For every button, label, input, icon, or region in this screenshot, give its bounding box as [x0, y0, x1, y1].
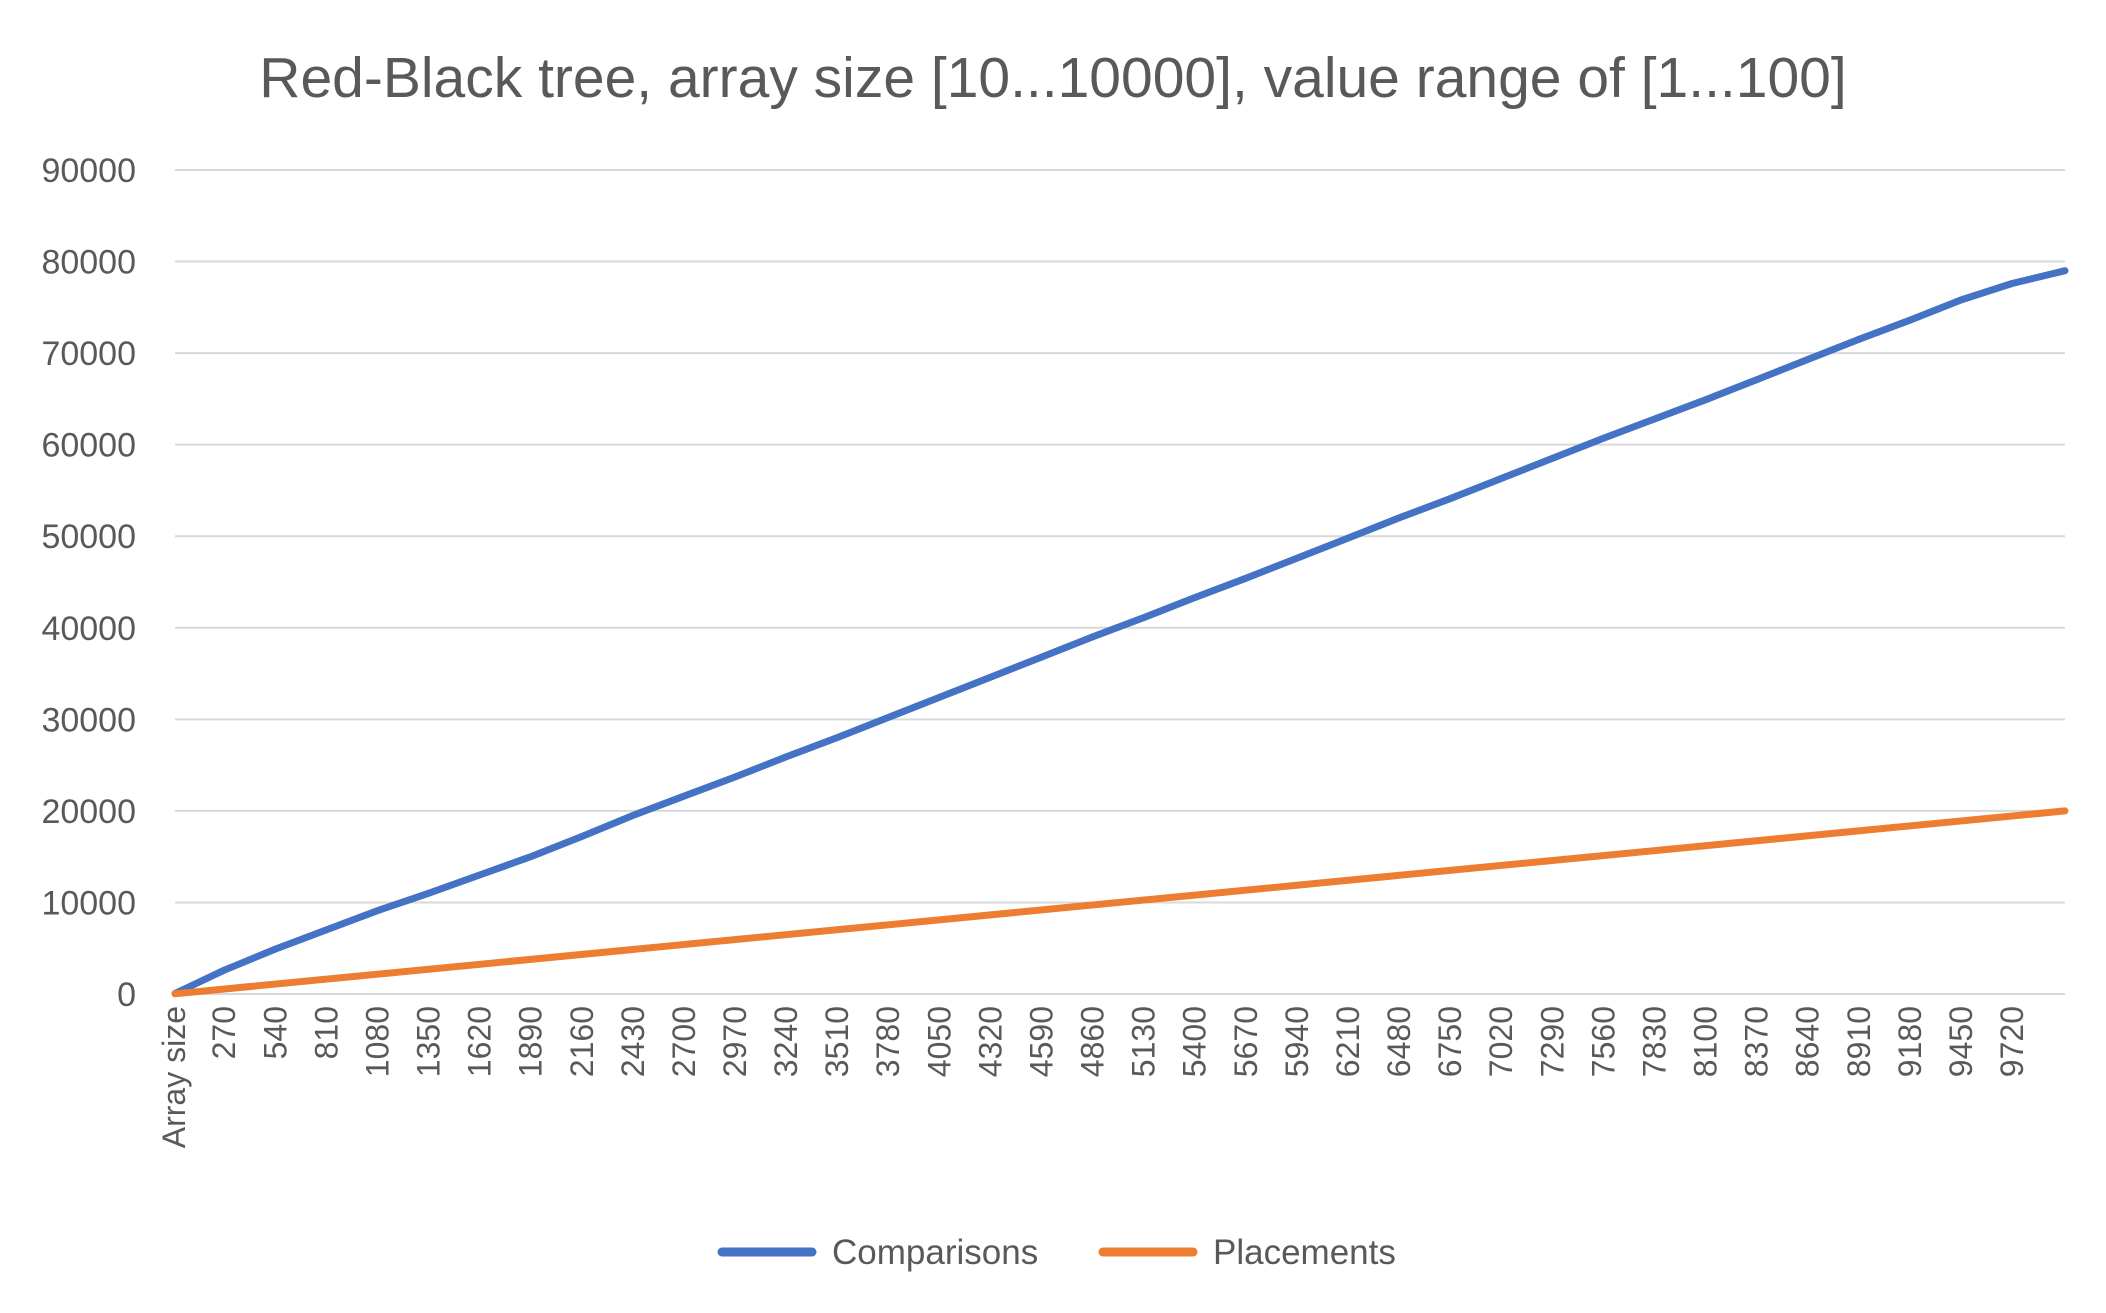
x-tick-label: 2700 — [666, 1006, 702, 1077]
x-tick-label: 7560 — [1585, 1006, 1621, 1077]
x-tick-label: 1350 — [411, 1006, 447, 1077]
x-tick-label: 6210 — [1330, 1006, 1366, 1077]
x-tick-label: 8370 — [1739, 1006, 1775, 1077]
y-tick-label: 90000 — [41, 152, 136, 190]
x-tick-label: 5940 — [1279, 1006, 1315, 1077]
x-tick-label: 3240 — [768, 1006, 804, 1077]
gridlines — [175, 169, 2065, 995]
x-tick-label: 1080 — [359, 1006, 395, 1077]
x-tick-label: 4050 — [921, 1006, 957, 1077]
x-tick-label: 270 — [206, 1006, 242, 1059]
y-tick-label: 10000 — [41, 884, 136, 922]
series-line-placements — [171, 807, 2069, 998]
y-tick-label: 70000 — [41, 335, 136, 373]
legend-label-comparisons: Comparisons — [832, 1233, 1038, 1272]
x-tick-label: 2970 — [717, 1006, 753, 1077]
series-lines — [171, 267, 2069, 998]
y-tick-label: 60000 — [41, 427, 136, 465]
x-tick-label: 8910 — [1841, 1006, 1877, 1077]
x-tick-label: 9180 — [1892, 1006, 1928, 1077]
x-tick-label: 7830 — [1636, 1006, 1672, 1077]
x-tick-label: 810 — [308, 1006, 344, 1059]
series-line-comparisons — [171, 267, 2069, 997]
x-tick-label: 4860 — [1075, 1006, 1111, 1077]
x-tick-label: 8100 — [1688, 1006, 1724, 1077]
x-tick-label: 7290 — [1534, 1006, 1570, 1077]
x-tick-label: 1620 — [462, 1006, 498, 1077]
y-tick-label: 50000 — [41, 518, 136, 556]
y-axis: 0 10000 20000 30000 40000 50000 60000 70000 8000… — [41, 152, 136, 1014]
x-tick-label: 5670 — [1228, 1006, 1264, 1077]
x-tick-label: 2430 — [615, 1006, 651, 1077]
x-tick-label-first: Array size — [156, 1006, 192, 1148]
x-tick-label: 9720 — [1994, 1006, 2030, 1077]
x-tick-label: 5400 — [1177, 1006, 1213, 1077]
chart-title: Red-Black tree, array size [10...10000],… — [259, 46, 1846, 110]
y-tick-label: 0 — [117, 976, 136, 1014]
x-tick-label: 1890 — [513, 1006, 549, 1077]
x-tick-label: 540 — [257, 1006, 293, 1059]
x-tick-label: 4320 — [972, 1006, 1008, 1077]
x-tick-label: 6750 — [1432, 1006, 1468, 1077]
x-axis: Array size 270 540 810 1080 1350 1620 1890 2160 2… — [156, 1006, 2030, 1148]
legend-label-placements: Placements — [1213, 1233, 1396, 1272]
x-tick-label: 3780 — [870, 1006, 906, 1077]
x-tick-label: 8640 — [1790, 1006, 1826, 1077]
y-tick-label: 30000 — [41, 701, 136, 739]
x-tick-label: 5130 — [1126, 1006, 1162, 1077]
y-tick-label: 40000 — [41, 610, 136, 648]
x-tick-label: 6480 — [1381, 1006, 1417, 1077]
y-tick-label: 80000 — [41, 244, 136, 282]
x-tick-label: 7020 — [1483, 1006, 1519, 1077]
y-tick-label: 20000 — [41, 793, 136, 831]
legend: Comparisons Placements — [717, 1233, 1396, 1272]
x-tick-label: 2160 — [564, 1006, 600, 1077]
x-tick-label: 9450 — [1943, 1006, 1979, 1077]
x-tick-label: 4590 — [1023, 1006, 1059, 1077]
x-tick-label: 3510 — [819, 1006, 855, 1077]
